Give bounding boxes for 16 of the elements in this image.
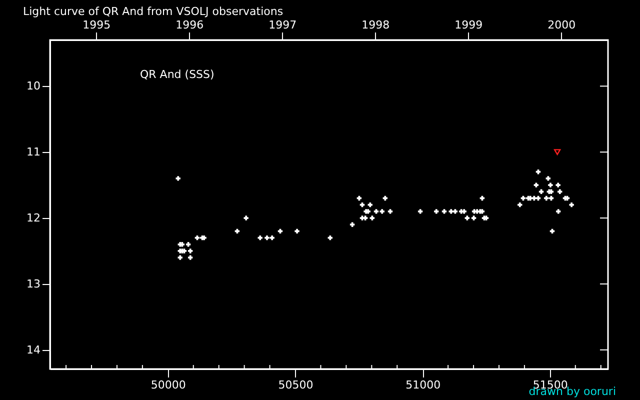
y-tick-label: 12 (26, 212, 40, 225)
x-tick-label: 50500 (278, 378, 314, 392)
y-tick-label: 11 (26, 146, 40, 159)
x2-tick-label: 1997 (268, 18, 297, 32)
x2-tick-label: 1995 (82, 18, 111, 32)
x2-tick-label: 1999 (454, 18, 483, 32)
y-tick-label: 13 (26, 277, 40, 290)
annotation: QR And (SSS) (140, 68, 214, 81)
x2-tick-label: 1996 (176, 18, 204, 32)
y-tick-label: 14 (26, 343, 40, 356)
x2-tick-label: 1998 (362, 18, 390, 32)
x-tick-label: 51000 (406, 378, 441, 392)
chart-title: Light curve of QR And from VSOLJ observations (23, 5, 284, 18)
x-tick-label: 50000 (150, 378, 186, 392)
x2-tick-label: 2000 (548, 18, 576, 32)
y-tick-label: 10 (26, 80, 40, 93)
